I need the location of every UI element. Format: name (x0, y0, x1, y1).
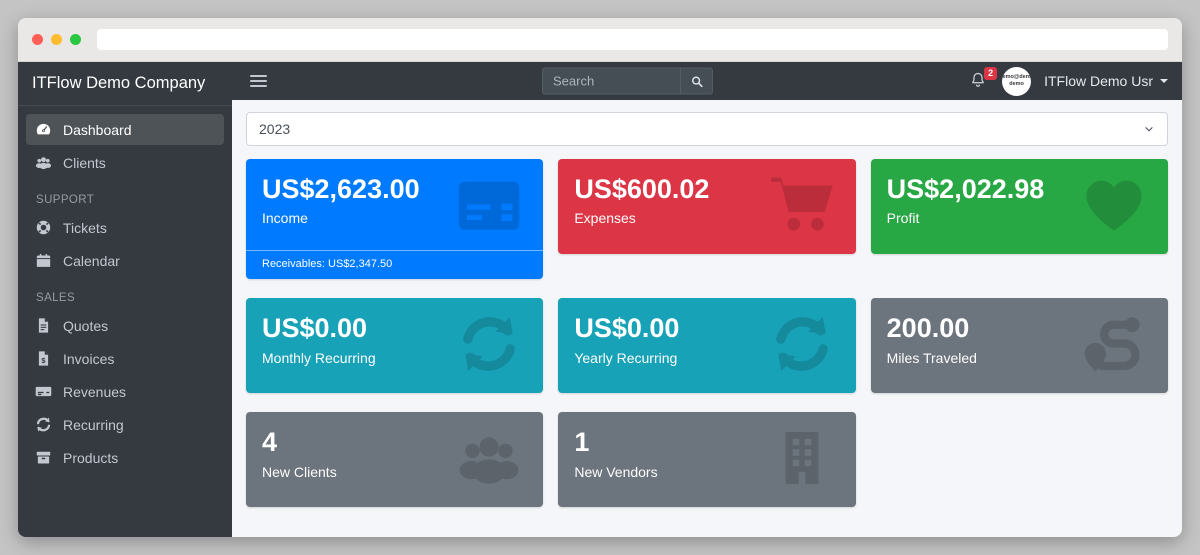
url-bar[interactable] (97, 29, 1168, 50)
miles-traveled-card: 200.00 Miles Traveled (870, 298, 1168, 394)
sidebar-item-label: Revenues (63, 383, 127, 400)
card-value: US$600.02 (574, 174, 710, 204)
main-column: 2 demo@demo demo ITFlow Demo Usr 2023 (232, 62, 1182, 537)
profit-card: US$2,022.98 Profit (870, 159, 1168, 254)
card-label: Yearly Recurring (574, 349, 678, 366)
svg-text:$: $ (41, 356, 46, 365)
search-button[interactable] (680, 67, 713, 95)
maximize-window-button[interactable] (70, 34, 81, 45)
card-value: US$0.00 (262, 313, 368, 344)
sidebar-item-products[interactable]: Products (26, 442, 224, 473)
notification-count-badge: 2 (984, 67, 998, 80)
card-footer: Receivables: US$2,347.50 (246, 250, 544, 279)
minimize-window-button[interactable] (51, 34, 62, 45)
year-filter-select[interactable]: 2023 (246, 112, 1168, 146)
card-label: New Clients (262, 463, 337, 480)
new-vendors-card: 1 New Vendors (558, 412, 856, 508)
sidebar-item-invoices[interactable]: $ Invoices (26, 343, 224, 374)
card-value: US$2,623.00 (262, 174, 420, 204)
card-label: New Vendors (574, 463, 658, 480)
new-clients-card: 4 New Clients (246, 412, 544, 508)
browser-window: ITFlow Demo Company Dashboard Clients SU… (18, 18, 1182, 537)
avatar-text: demo (1009, 81, 1024, 87)
sidebar-item-label: Dashboard (63, 121, 132, 138)
notifications-button[interactable]: 2 (969, 67, 998, 92)
yearly-recurring-card: US$0.00 Yearly Recurring (558, 298, 856, 394)
user-menu[interactable]: ITFlow Demo Usr (1044, 73, 1168, 89)
card-label: Miles Traveled (886, 349, 977, 366)
app-root: ITFlow Demo Company Dashboard Clients SU… (18, 62, 1182, 537)
sidebar: ITFlow Demo Company Dashboard Clients SU… (18, 62, 232, 537)
card-label: Income (262, 210, 308, 227)
life-ring-icon (36, 220, 51, 235)
sidebar-section-sales: SALES (36, 292, 76, 304)
hamburger-menu-icon[interactable] (250, 72, 267, 90)
chevron-down-icon (1143, 123, 1155, 135)
card-label: Expenses (574, 210, 636, 227)
search-icon (691, 75, 703, 87)
card-label: Profit (886, 210, 920, 227)
dashboard-content: 2023 US$2,623.00 Income (232, 100, 1182, 537)
sidebar-item-label: Tickets (63, 219, 107, 236)
chevron-down-icon (1160, 79, 1168, 83)
sync-icon (36, 417, 51, 432)
navbar-right: 2 demo@demo demo ITFlow Demo Usr (969, 66, 1168, 96)
window-controls (32, 34, 81, 45)
gauge-icon (36, 123, 51, 135)
card-label: Monthly Recurring (262, 349, 376, 366)
card-value: 1 (574, 427, 590, 458)
bell-icon (972, 72, 985, 87)
calendar-icon (36, 253, 51, 267)
users-icon (451, 425, 527, 491)
money-check-icon (35, 386, 52, 397)
sidebar-item-label: Invoices (63, 350, 115, 367)
card-value: US$2,022.98 (886, 174, 1045, 204)
sidebar-section-support: SUPPORT (36, 194, 95, 206)
sidebar-item-calendar[interactable]: Calendar (26, 245, 224, 276)
sidebar-item-label: Clients (63, 154, 106, 171)
credit-card-icon (451, 172, 527, 238)
browser-chrome (18, 18, 1182, 62)
sidebar-item-tickets[interactable]: Tickets (26, 212, 224, 243)
heart-icon (1076, 172, 1152, 238)
sidebar-item-quotes[interactable]: Quotes (26, 310, 224, 341)
expenses-card: US$600.02 Expenses (558, 159, 856, 254)
card-value: 200.00 (886, 313, 970, 344)
avatar-text: demo@demo (1002, 74, 1031, 81)
year-filter-value: 2023 (259, 121, 291, 137)
sidebar-item-revenues[interactable]: Revenues (26, 376, 224, 407)
search-form (542, 67, 713, 95)
sidebar-item-dashboard[interactable]: Dashboard (26, 114, 224, 145)
monthly-recurring-card: US$0.00 Monthly Recurring (246, 298, 544, 394)
brand-title[interactable]: ITFlow Demo Company (18, 62, 232, 106)
sidebar-item-clients[interactable]: Clients (26, 147, 224, 178)
sync-icon (451, 311, 527, 377)
sidebar-item-label: Recurring (63, 416, 124, 433)
top-navbar: 2 demo@demo demo ITFlow Demo Usr (232, 62, 1182, 100)
income-card: US$2,623.00 Income Receivables: US$2,347… (246, 159, 544, 280)
user-name: ITFlow Demo Usr (1044, 73, 1153, 89)
sidebar-item-label: Quotes (63, 317, 109, 334)
close-window-button[interactable] (32, 34, 43, 45)
sidebar-item-recurring[interactable]: Recurring (26, 409, 224, 440)
sidebar-item-label: Calendar (63, 252, 120, 269)
search-input[interactable] (542, 67, 680, 95)
building-icon (764, 425, 840, 491)
shopping-cart-icon (764, 172, 840, 238)
file-invoice-dollar-icon: $ (38, 351, 49, 366)
card-value: 4 (262, 427, 278, 458)
archive-box-icon (36, 451, 51, 464)
file-lines-icon (38, 318, 49, 333)
avatar[interactable]: demo@demo demo (1002, 66, 1032, 96)
sync-icon (764, 311, 840, 377)
sidebar-nav: Dashboard Clients SUPPORT Tickets Calend… (18, 106, 232, 483)
sidebar-item-label: Products (63, 449, 119, 466)
stat-cards-grid: US$2,623.00 Income Receivables: US$2,347… (246, 159, 1168, 508)
card-value: US$0.00 (574, 313, 680, 344)
route-icon (1076, 311, 1152, 377)
users-icon (35, 157, 52, 170)
